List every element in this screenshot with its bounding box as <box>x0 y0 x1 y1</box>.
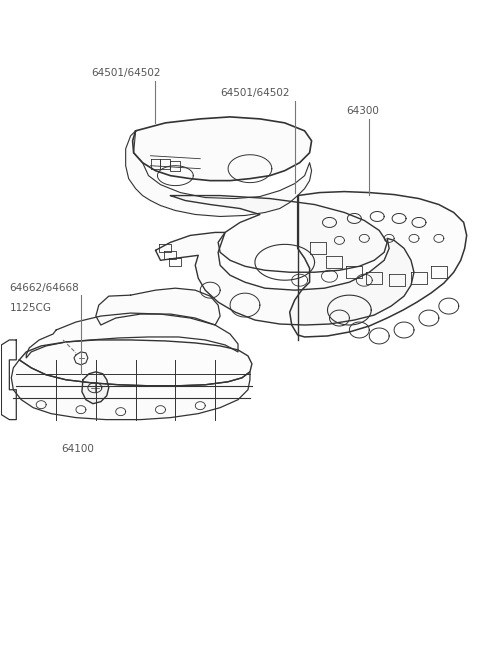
Polygon shape <box>156 233 414 325</box>
Text: 1125CG: 1125CG <box>9 303 51 313</box>
Polygon shape <box>290 192 467 337</box>
Text: 64501/64502: 64501/64502 <box>91 68 160 78</box>
Text: 64662/64668: 64662/64668 <box>9 283 79 293</box>
Text: 64501/64502: 64501/64502 <box>220 88 289 98</box>
Polygon shape <box>82 372 109 403</box>
Polygon shape <box>12 360 250 420</box>
Polygon shape <box>132 117 312 181</box>
Polygon shape <box>19 340 252 386</box>
Polygon shape <box>96 288 220 325</box>
Polygon shape <box>170 196 387 272</box>
Text: 64100: 64100 <box>61 445 94 455</box>
Text: 64300: 64300 <box>347 106 379 116</box>
Polygon shape <box>26 313 238 358</box>
Polygon shape <box>126 131 312 216</box>
